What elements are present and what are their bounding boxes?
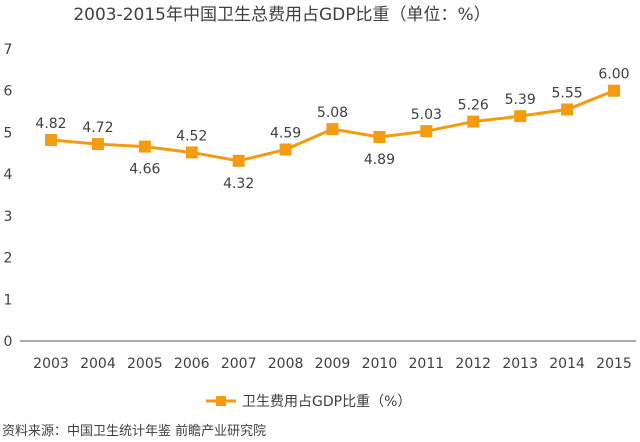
data-point-marker (514, 110, 527, 123)
data-label: 4.72 (82, 120, 113, 136)
data-point-marker (608, 84, 620, 97)
data-point-marker (279, 143, 292, 156)
x-tick-label: 2009 (315, 356, 351, 372)
chart-title: 2003-2015年中国卫生总费用占GDP比重（单位：%） (73, 5, 490, 25)
data-label: 4.66 (129, 162, 160, 178)
x-axis-ticks: 2003 2004 2005 2006 2007 2008 2009 2010 2011 2012… (33, 356, 632, 372)
x-tick-label: 2015 (596, 356, 632, 372)
data-label: 5.55 (551, 85, 582, 101)
legend-marker-icon (216, 396, 226, 406)
legend-label: 卫生费用占GDP比重（%） (242, 394, 411, 410)
series-markers (45, 84, 620, 167)
x-tick-label: 2012 (455, 356, 491, 372)
source-note: 资料来源：中国卫生统计年鉴 前瞻产业研究院 (2, 424, 267, 439)
y-tick-label: 6 (4, 84, 13, 100)
y-tick-label: 5 (4, 125, 13, 141)
data-point-marker (185, 146, 198, 159)
y-axis-ticks: 0 1 2 3 4 5 6 7 (4, 42, 13, 350)
x-tick-label: 2006 (174, 356, 210, 372)
data-label: 4.52 (176, 128, 207, 144)
data-label: 4.59 (270, 126, 301, 142)
y-tick-label: 0 (4, 334, 13, 350)
x-tick-label: 2008 (268, 356, 304, 372)
data-point-marker (326, 123, 339, 136)
y-tick-label: 3 (4, 209, 13, 225)
data-point-marker (45, 133, 57, 146)
data-label: 5.03 (411, 107, 442, 123)
y-tick-label: 2 (4, 251, 13, 267)
data-point-marker (232, 154, 245, 167)
y-tick-label: 7 (4, 42, 13, 58)
data-point-marker (561, 103, 574, 116)
data-point-marker (138, 140, 151, 153)
x-tick-label: 2013 (502, 356, 538, 372)
data-label: 4.89 (364, 152, 395, 168)
data-label: 5.26 (458, 98, 489, 114)
legend: 卫生费用占GDP比重（%） (206, 394, 411, 410)
data-label: 6.00 (598, 67, 629, 83)
data-label: 4.32 (223, 176, 254, 192)
data-point-marker (420, 125, 433, 138)
x-tick-label: 2004 (80, 356, 116, 372)
y-tick-label: 4 (4, 167, 13, 183)
x-tick-label: 2010 (362, 356, 398, 372)
x-tick-label: 2005 (127, 356, 163, 372)
y-tick-label: 1 (4, 292, 13, 308)
x-tick-label: 2011 (409, 356, 445, 372)
data-labels: 4.82 4.72 4.66 4.52 4.32 4.59 5.08 4.89 5.03 5.26… (35, 67, 629, 192)
data-label: 5.39 (505, 92, 536, 108)
data-point-marker (373, 131, 386, 144)
x-tick-label: 2014 (549, 356, 585, 372)
data-point-marker (467, 115, 480, 128)
data-label: 5.08 (317, 105, 348, 121)
data-point-marker (91, 138, 104, 151)
x-tick-label: 2003 (33, 356, 69, 372)
x-tick-label: 2007 (221, 356, 257, 372)
data-label: 4.82 (35, 116, 66, 132)
